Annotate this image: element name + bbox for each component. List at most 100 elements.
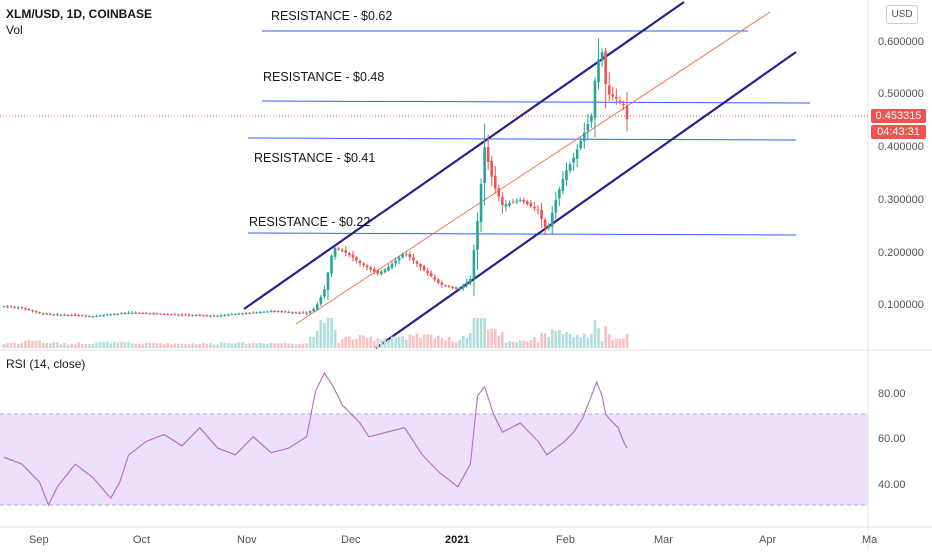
resistance-line-022[interactable] [247,232,797,236]
candle-body [48,313,52,315]
candle-body [312,308,316,312]
volume-bar [216,344,219,348]
candle-body [41,313,45,315]
candle-body [148,313,152,315]
candle-body [77,315,81,317]
volume-bar [518,340,522,348]
volume-bar [511,342,515,348]
candle-body [283,311,287,313]
candle-body [95,315,98,317]
candle-body [369,267,372,270]
volume-bar [59,344,63,348]
candle-body [625,105,629,120]
volume-bar [483,318,486,348]
volume-bar [351,339,355,348]
volume-bar [493,329,497,348]
rsi-title[interactable]: RSI (14, close) [6,357,86,371]
volume-bar [575,334,579,348]
volume-bar [109,343,113,348]
candle-body [216,315,219,317]
candle-body [479,184,483,223]
volume-bar [120,341,123,348]
volume-bar [209,343,212,348]
candle-body [38,312,41,314]
candle-body [483,147,486,183]
volume-bar [266,343,269,348]
candle-body [24,308,27,310]
resistance-line-041[interactable] [247,137,797,141]
candle-body [13,306,16,308]
volume-bar [540,333,543,348]
volume-bar [184,344,187,348]
volume-bar [298,344,301,348]
volume-bar [323,322,326,348]
volume-label[interactable]: Vol [6,23,23,37]
candle-body [408,253,412,258]
annotation-resistance-062[interactable]: RESISTANCE - $0.62 [271,9,392,23]
volume-bar [287,343,291,348]
candle-body [155,313,159,315]
candles [2,38,629,318]
candle-body [554,199,558,213]
volume-bar [130,343,134,348]
annotation-resistance-048[interactable]: RESISTANCE - $0.48 [263,70,384,84]
candle-body [152,313,155,315]
candle-body [212,315,216,317]
volume-bar [159,343,162,348]
candle-body [618,101,622,103]
candle-body [162,314,166,316]
volume-bar [522,340,526,348]
candle-body [372,269,376,272]
candle-body [579,140,583,149]
volume-bar [515,342,518,348]
candle-body [597,59,600,83]
volume-bar [237,342,241,348]
candle-body [593,80,597,118]
volume-bar [444,340,447,348]
candle-body [223,314,227,316]
candle-body [529,202,533,207]
volume-bar [148,342,152,348]
volume-bar [607,334,611,348]
volume-bar [52,342,56,348]
candle-body [526,201,529,205]
volume-bar [337,342,340,348]
volume-bar [419,337,422,348]
volume-bar [330,318,333,348]
volume-bar [429,334,433,348]
candle-body [440,282,444,285]
volume-bar [27,339,31,348]
currency-button[interactable]: USD [886,5,918,24]
candle-body [209,315,212,317]
volume-bar [458,340,461,348]
candle-body [447,285,451,287]
channel-lower-line[interactable] [375,51,797,349]
candle-body [390,263,394,268]
candle-body [81,315,84,317]
volume-bar [533,336,536,348]
candle-body [105,314,109,316]
volume-bar [561,334,565,348]
candle-body [340,249,344,251]
candle-body [404,254,408,256]
candle-body [565,170,568,181]
candle-body [237,313,241,315]
candle-body [166,314,170,316]
candle-body [522,199,526,203]
volume-bar [597,328,600,348]
candle-body [486,147,490,162]
time-tick-mar: Mar [654,534,673,546]
channel-upper-line[interactable] [243,1,685,310]
symbol-title[interactable]: XLM/USD, 1D, COINBASE [6,7,153,21]
annotation-resistance-022[interactable]: RESISTANCE - $0.22 [249,215,370,229]
candle-body [422,266,426,270]
annotation-resistance-041[interactable]: RESISTANCE - $0.41 [254,151,375,165]
resistance-line-048[interactable] [261,100,811,104]
time-tick-2021: 2021 [445,534,469,546]
volume-bar [98,341,102,348]
volume-bar [536,342,540,348]
candle-body [66,315,70,317]
channel-mid-line[interactable] [295,11,771,325]
